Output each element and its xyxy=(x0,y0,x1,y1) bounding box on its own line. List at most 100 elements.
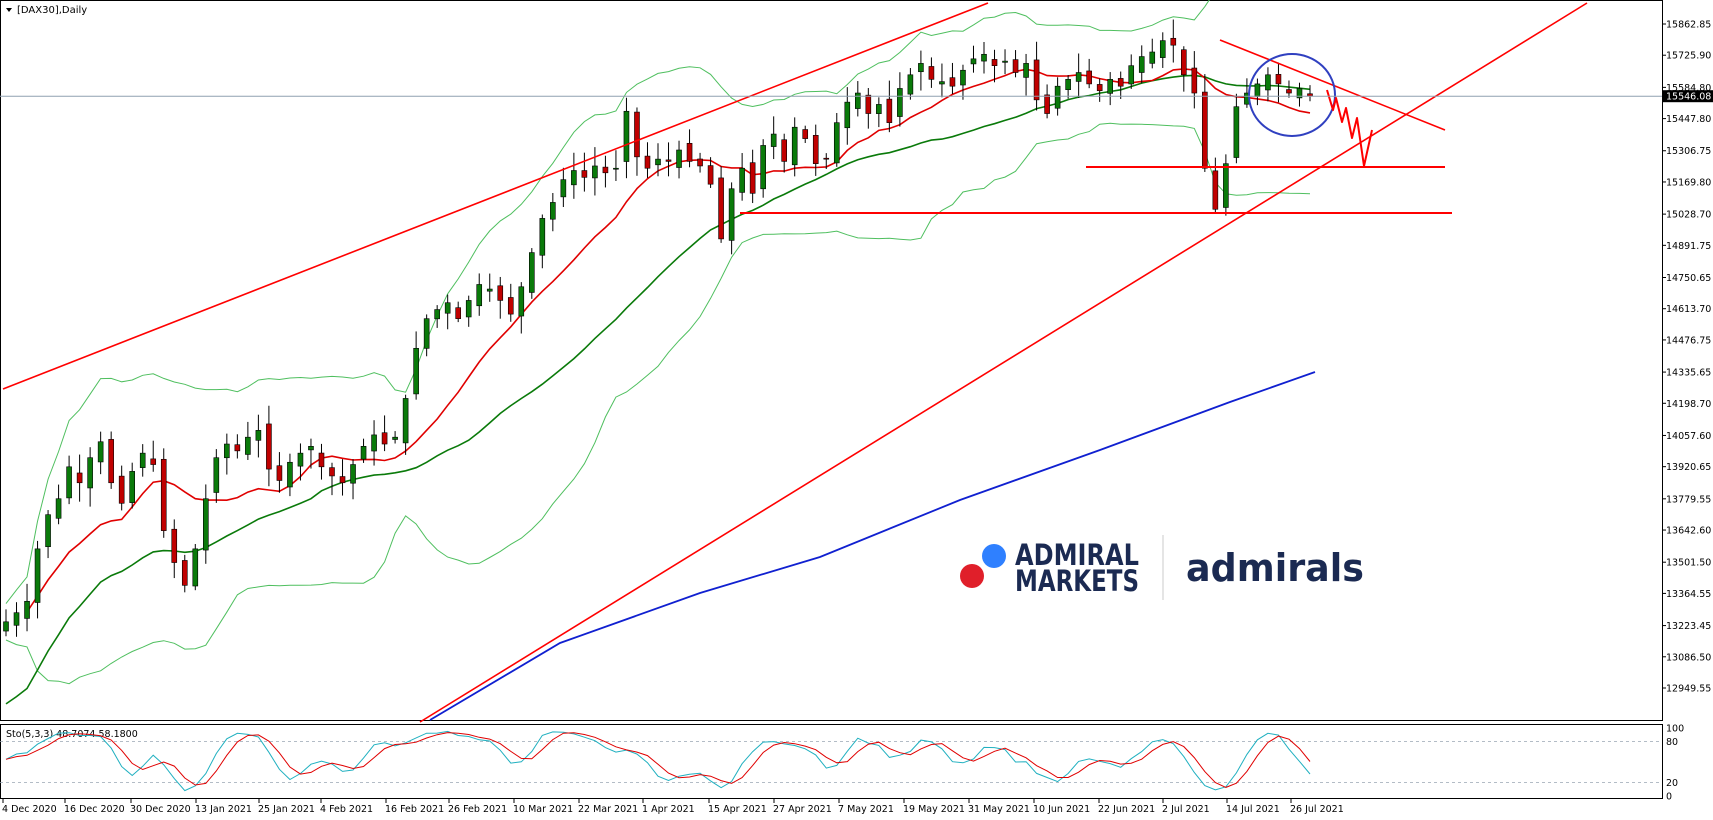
candle-bull xyxy=(423,318,430,349)
stochastic-signal-line xyxy=(5,732,1311,788)
price-tick-label: 13086.50 xyxy=(1666,652,1711,663)
time-tick-label: 31 May 2021 xyxy=(968,804,1030,815)
bollinger-bands xyxy=(5,0,1311,685)
candle-bull xyxy=(1265,74,1271,91)
price-tick-label: 14750.65 xyxy=(1666,273,1711,284)
candle-bull xyxy=(844,101,851,129)
candle-bull xyxy=(1107,79,1113,94)
price-tick-label: 15862.85 xyxy=(1666,20,1711,31)
candle-bull xyxy=(897,88,903,117)
price-tick-label: 13920.65 xyxy=(1666,462,1711,473)
candle-bull xyxy=(66,466,72,499)
candle-bear xyxy=(718,177,724,240)
candle-bear xyxy=(1044,94,1050,114)
candle-bear xyxy=(602,166,609,174)
candle-bull xyxy=(918,63,924,73)
candle-bear xyxy=(276,465,283,481)
candle-bear xyxy=(108,439,114,484)
oscillator-tick-label: 100 xyxy=(1666,724,1684,735)
candle-bull xyxy=(45,514,51,548)
candle-bull xyxy=(518,286,525,317)
candle-bear xyxy=(1033,59,1040,101)
candle-bear xyxy=(318,452,325,468)
candle-bear xyxy=(1286,89,1292,94)
candle-bull xyxy=(1023,63,1029,78)
candle-bear xyxy=(581,170,588,178)
main-pane-frame xyxy=(0,0,1663,721)
price-axis: 15862.85 15725.90 15584.80 15447.80 15306.75… xyxy=(1662,20,1711,695)
candle-bull xyxy=(728,188,735,241)
candle-bull xyxy=(1002,60,1008,63)
bollinger-upper xyxy=(5,0,1210,604)
candle-bear xyxy=(455,307,461,319)
candle-bull xyxy=(560,179,567,198)
current-price-tag xyxy=(1663,90,1713,103)
brand-left-line1: ADMIRAL xyxy=(1015,538,1139,572)
candle-bull xyxy=(255,430,262,441)
price-tick-label: 13501.50 xyxy=(1666,558,1711,569)
candle-bull xyxy=(434,309,440,320)
time-tick-label: 16 Feb 2021 xyxy=(385,804,444,815)
candle-bull xyxy=(213,457,220,493)
candle-bull xyxy=(486,288,493,292)
candle-bull xyxy=(970,58,977,65)
current-price-label: 15546.08 xyxy=(1666,92,1711,103)
oscillator-pane-frame xyxy=(0,724,1663,799)
time-tick-label: 7 May 2021 xyxy=(838,804,894,815)
candle-bull xyxy=(476,284,483,307)
candle-bull xyxy=(392,436,398,440)
price-tick-label: 13223.45 xyxy=(1666,621,1711,632)
candle-bear xyxy=(171,528,178,563)
candle-bull xyxy=(413,347,419,395)
projection-zigzag xyxy=(1326,89,1373,167)
price-tick-label: 14335.65 xyxy=(1666,368,1711,379)
price-tick-label: 15725.90 xyxy=(1666,51,1711,62)
candle-bear xyxy=(160,458,167,531)
candle-bear xyxy=(991,59,998,66)
candle-bear xyxy=(802,129,809,139)
candle-bear xyxy=(697,158,703,167)
time-tick-label: 22 Mar 2021 xyxy=(578,804,638,815)
candle-bull xyxy=(1159,40,1166,58)
candle-bear xyxy=(886,98,893,123)
candle-bull xyxy=(465,300,472,318)
time-tick-label: 25 Jan 2021 xyxy=(258,804,315,815)
ma-long xyxy=(429,371,1316,721)
candle-bear xyxy=(329,467,335,477)
candle-bull xyxy=(444,302,451,314)
candle-bull xyxy=(571,170,577,186)
candle-bull xyxy=(876,104,882,114)
candle-bull xyxy=(655,158,661,166)
candle-bull xyxy=(791,126,798,166)
dropdown-triangle-icon[interactable] xyxy=(6,8,12,12)
candle-bull xyxy=(907,74,914,95)
candle-bear xyxy=(150,458,157,465)
candle-bear xyxy=(707,165,714,185)
candle-bear xyxy=(928,66,935,80)
candle-bear xyxy=(381,432,388,445)
candle-bear xyxy=(234,444,241,452)
oscillator-tick-label: 0 xyxy=(1666,792,1672,803)
candle-bear xyxy=(1212,170,1219,210)
brand-dot-blue-icon xyxy=(982,544,1006,568)
time-tick-label: 10 Jun 2021 xyxy=(1033,804,1090,815)
current-price-line: 15546.08 xyxy=(0,90,1713,103)
ma-medium-line xyxy=(5,74,1311,705)
bollinger-lower xyxy=(5,122,1311,685)
candle-bear xyxy=(1012,59,1019,73)
candle-bull xyxy=(24,600,30,619)
candle-bear xyxy=(749,162,756,194)
candle-bear xyxy=(1170,37,1177,46)
candle-bull xyxy=(539,218,546,256)
candle-bear xyxy=(266,423,272,470)
candle-bull xyxy=(1233,106,1240,158)
candle-bull xyxy=(360,446,367,460)
candle-bull xyxy=(623,110,630,162)
candle-bear xyxy=(865,94,872,114)
time-tick-label: 2 Jul 2021 xyxy=(1162,804,1210,815)
candle-bear xyxy=(949,77,956,87)
chart-title: [DAX30],Daily xyxy=(17,5,87,16)
price-tick-label: 13642.60 xyxy=(1666,526,1711,537)
